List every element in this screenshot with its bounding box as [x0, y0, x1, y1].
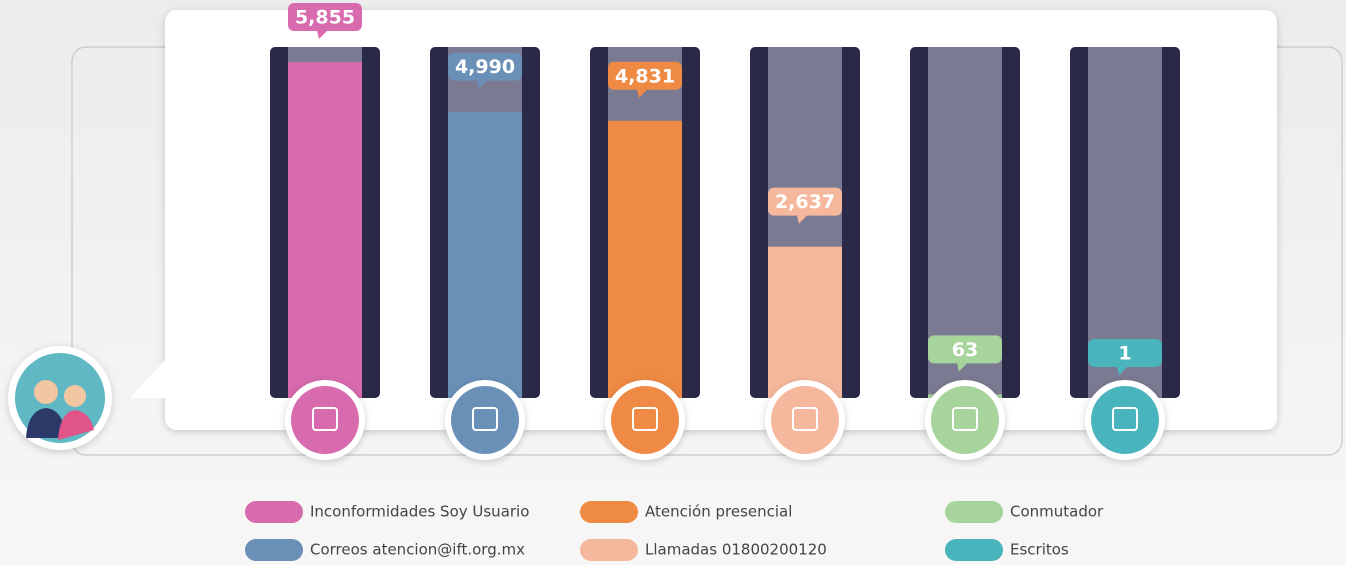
value-bubble — [928, 335, 1002, 364]
icon-glyph — [952, 407, 978, 431]
legend-label: Escritos — [1010, 541, 1069, 559]
legend-swatch — [245, 501, 303, 523]
icon — [771, 386, 839, 454]
value-bubble — [288, 3, 362, 31]
value-label: 5,855 — [295, 7, 355, 29]
icon — [451, 386, 519, 454]
value-bubble-tail — [957, 363, 967, 372]
bar — [448, 111, 522, 399]
legend-label: Llamadas 01800200120 — [645, 541, 827, 559]
value-bubble — [608, 61, 682, 90]
legend-swatch — [580, 539, 638, 561]
icon-glyph — [312, 407, 338, 431]
legend-swatch — [945, 539, 1003, 561]
icon — [611, 386, 679, 454]
legend-swatch — [245, 539, 303, 561]
value-bubble-tail — [477, 80, 487, 89]
value-label: 4,990 — [455, 56, 515, 78]
bar — [288, 62, 362, 398]
icon — [291, 386, 359, 454]
value-bubble-tail — [637, 89, 647, 98]
avatar — [8, 346, 112, 450]
icon-glyph — [1112, 407, 1138, 431]
icon-glyph — [632, 407, 658, 431]
legend-label: Conmutador — [1010, 503, 1104, 521]
icon-glyph — [792, 407, 818, 431]
icon-glyph — [472, 407, 498, 431]
value-bubble-tail — [317, 31, 327, 39]
value-label: 1 — [1118, 342, 1131, 364]
icon — [931, 386, 999, 454]
value-label: 63 — [952, 339, 978, 361]
icon — [1091, 386, 1159, 454]
value-bubble-tail — [1117, 366, 1127, 375]
value-bubble — [448, 52, 522, 81]
legend-label: Atención presencial — [645, 503, 792, 521]
legend-label: Correos atencion@ift.org.mx — [310, 541, 525, 559]
legend-swatch — [580, 501, 638, 523]
value-bubble — [1088, 338, 1162, 367]
value-label: 4,831 — [615, 65, 675, 87]
value-bubble — [768, 187, 842, 216]
value-label: 2,637 — [775, 191, 835, 213]
legend-swatch — [945, 501, 1003, 523]
value-bubble-tail — [797, 215, 807, 224]
panel-pointer — [130, 360, 165, 398]
bar — [768, 246, 842, 398]
bar — [608, 120, 682, 398]
legend-label: Inconformidades Soy Usuario — [310, 503, 529, 521]
